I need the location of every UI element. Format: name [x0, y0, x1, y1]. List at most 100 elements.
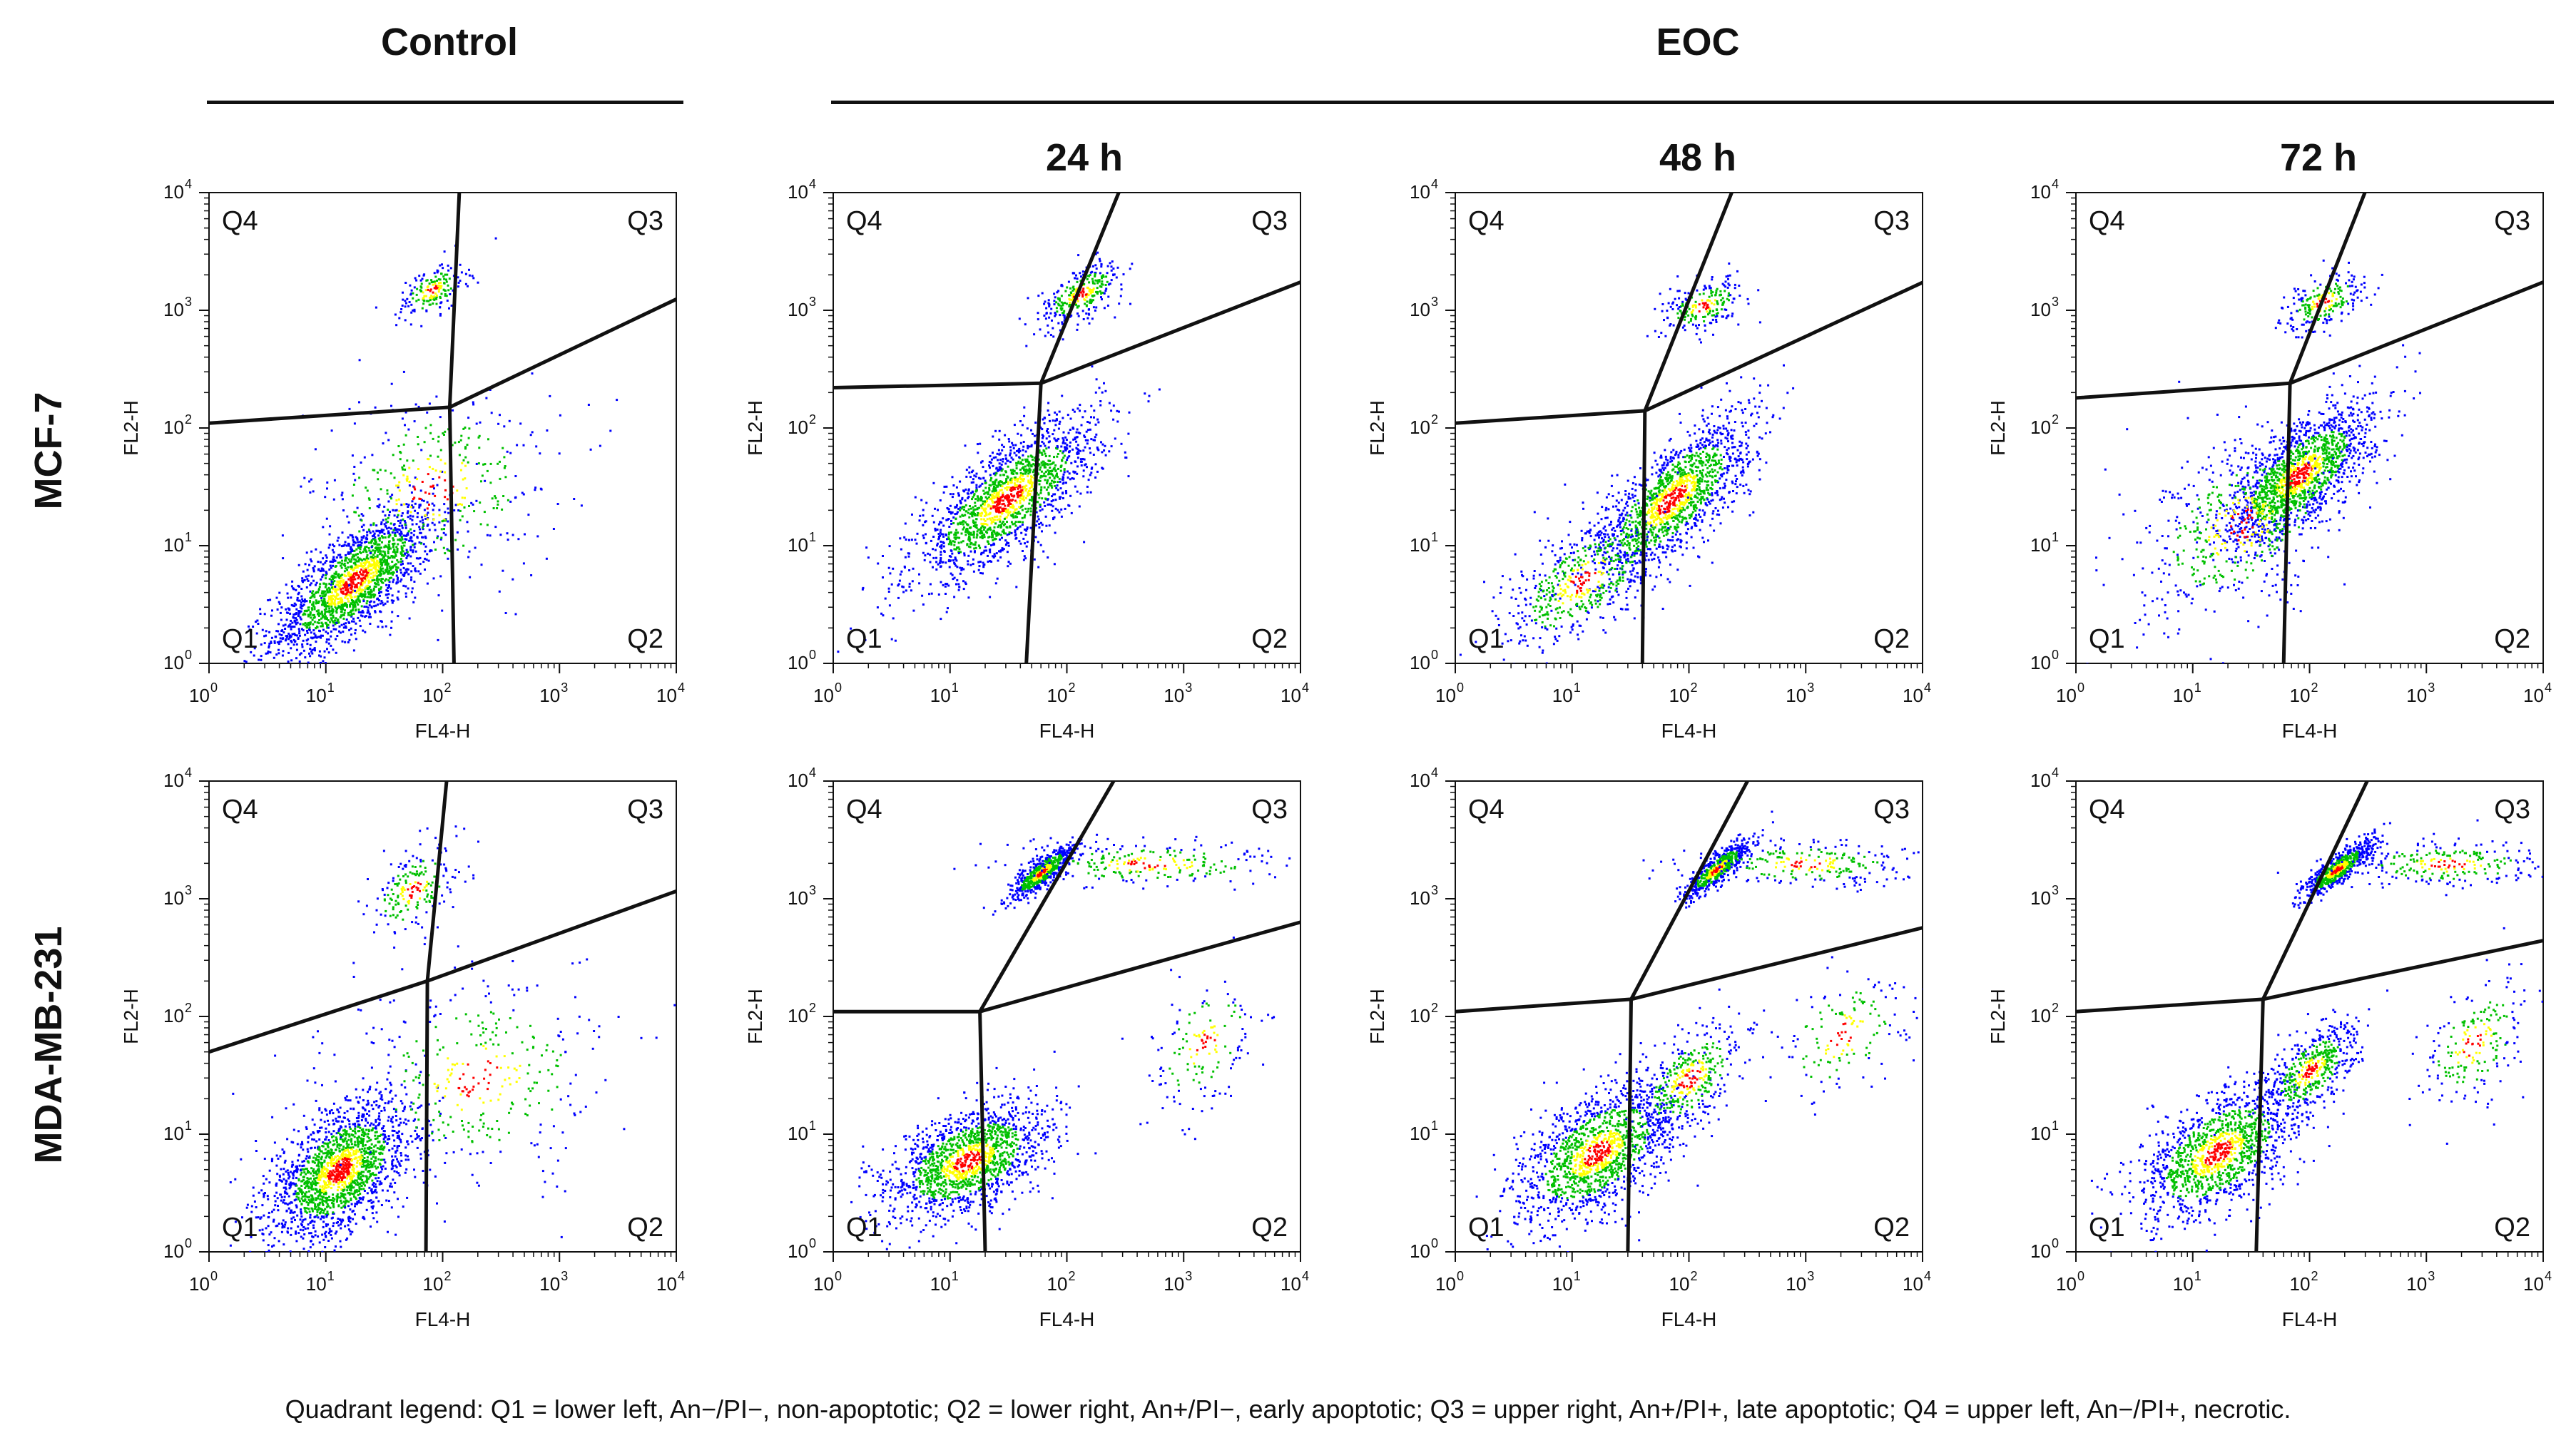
event-dot [950, 555, 952, 558]
event-dot [934, 549, 937, 551]
event-dot [1593, 539, 1596, 541]
event-dot [370, 588, 372, 591]
event-dot [1631, 481, 1634, 484]
event-dot [1096, 287, 1099, 290]
event-dot [396, 559, 399, 561]
event-dot [430, 295, 433, 297]
event-dot [1695, 452, 1698, 454]
event-dot [382, 603, 385, 606]
event-dot [972, 511, 975, 514]
event-dot [1620, 533, 1623, 536]
event-dot [988, 489, 991, 491]
event-dot [1020, 478, 1023, 481]
event-dot [1069, 301, 1071, 304]
event-dot [963, 552, 966, 555]
event-dot [330, 603, 332, 606]
event-dot [384, 469, 387, 472]
event-dot [1059, 497, 1062, 500]
header-eoc: EOC [1548, 20, 1848, 64]
event-dot [357, 541, 360, 544]
event-dot [331, 612, 334, 615]
event-dot [360, 581, 363, 584]
event-dot [375, 524, 378, 527]
event-dot [1764, 432, 1767, 435]
event-dot [1027, 447, 1029, 449]
event-dot [1090, 467, 1093, 470]
event-dot [306, 578, 309, 581]
event-dot [380, 573, 382, 576]
event-dot [312, 566, 315, 569]
event-dot [1758, 405, 1761, 408]
event-dot [297, 628, 300, 631]
event-dot [281, 534, 284, 537]
event-dot [278, 623, 280, 626]
event-dot [360, 595, 363, 598]
event-dot [1064, 446, 1066, 449]
event-dot [1012, 486, 1014, 489]
event-dot [1030, 464, 1033, 466]
event-dot [280, 618, 282, 621]
event-dot [319, 583, 322, 586]
event-dot [1696, 474, 1699, 476]
event-dot [360, 519, 363, 522]
event-dot [429, 424, 432, 427]
event-dot [967, 554, 970, 557]
event-dot [325, 583, 327, 586]
event-dot [380, 568, 382, 571]
event-dot [446, 498, 449, 501]
event-dot [464, 282, 467, 285]
event-dot [385, 432, 387, 434]
event-dot [1639, 524, 1641, 526]
event-dot [989, 512, 992, 515]
event-dot [297, 564, 300, 566]
event-dot [380, 530, 383, 533]
event-dot [258, 658, 260, 661]
event-dot [427, 288, 429, 291]
event-dot [325, 572, 328, 575]
event-dot [1013, 424, 1016, 427]
event-dot [1022, 559, 1025, 561]
event-dot [977, 514, 980, 516]
event-dot [954, 534, 957, 536]
event-dot [1024, 450, 1027, 453]
event-dot [1002, 460, 1004, 463]
event-dot [320, 567, 323, 570]
event-dot [399, 560, 402, 563]
event-dot [900, 548, 902, 551]
event-dot [413, 286, 416, 289]
event-dot [988, 464, 990, 467]
event-dot [992, 506, 995, 509]
event-dot [297, 599, 300, 602]
event-dot [1007, 504, 1010, 506]
event-dot [932, 556, 935, 559]
event-dot [998, 462, 1001, 465]
event-dot [353, 586, 356, 588]
event-dot [429, 296, 432, 299]
event-dot [882, 555, 884, 557]
event-dot [342, 587, 345, 590]
event-dot [957, 583, 960, 586]
event-dot [1029, 487, 1032, 490]
event-dot [387, 572, 390, 575]
event-dot [1054, 499, 1057, 501]
event-dot [359, 541, 362, 544]
event-dot [1744, 422, 1747, 424]
event-dot [327, 651, 330, 654]
event-dot [268, 667, 270, 669]
event-dot [385, 570, 387, 573]
event-dot [882, 614, 885, 617]
event-dot [376, 554, 379, 557]
event-dot [1677, 467, 1680, 470]
event-dot [355, 536, 357, 539]
event-dot [937, 563, 940, 566]
event-dot [346, 569, 349, 571]
event-dot [1067, 432, 1070, 434]
event-dot [1717, 459, 1720, 462]
event-dot [982, 551, 985, 554]
event-dot [935, 568, 938, 571]
event-dot [436, 294, 438, 297]
event-dot [409, 517, 412, 520]
event-dot [447, 284, 449, 287]
event-dot [294, 634, 297, 636]
event-dot [982, 503, 984, 506]
